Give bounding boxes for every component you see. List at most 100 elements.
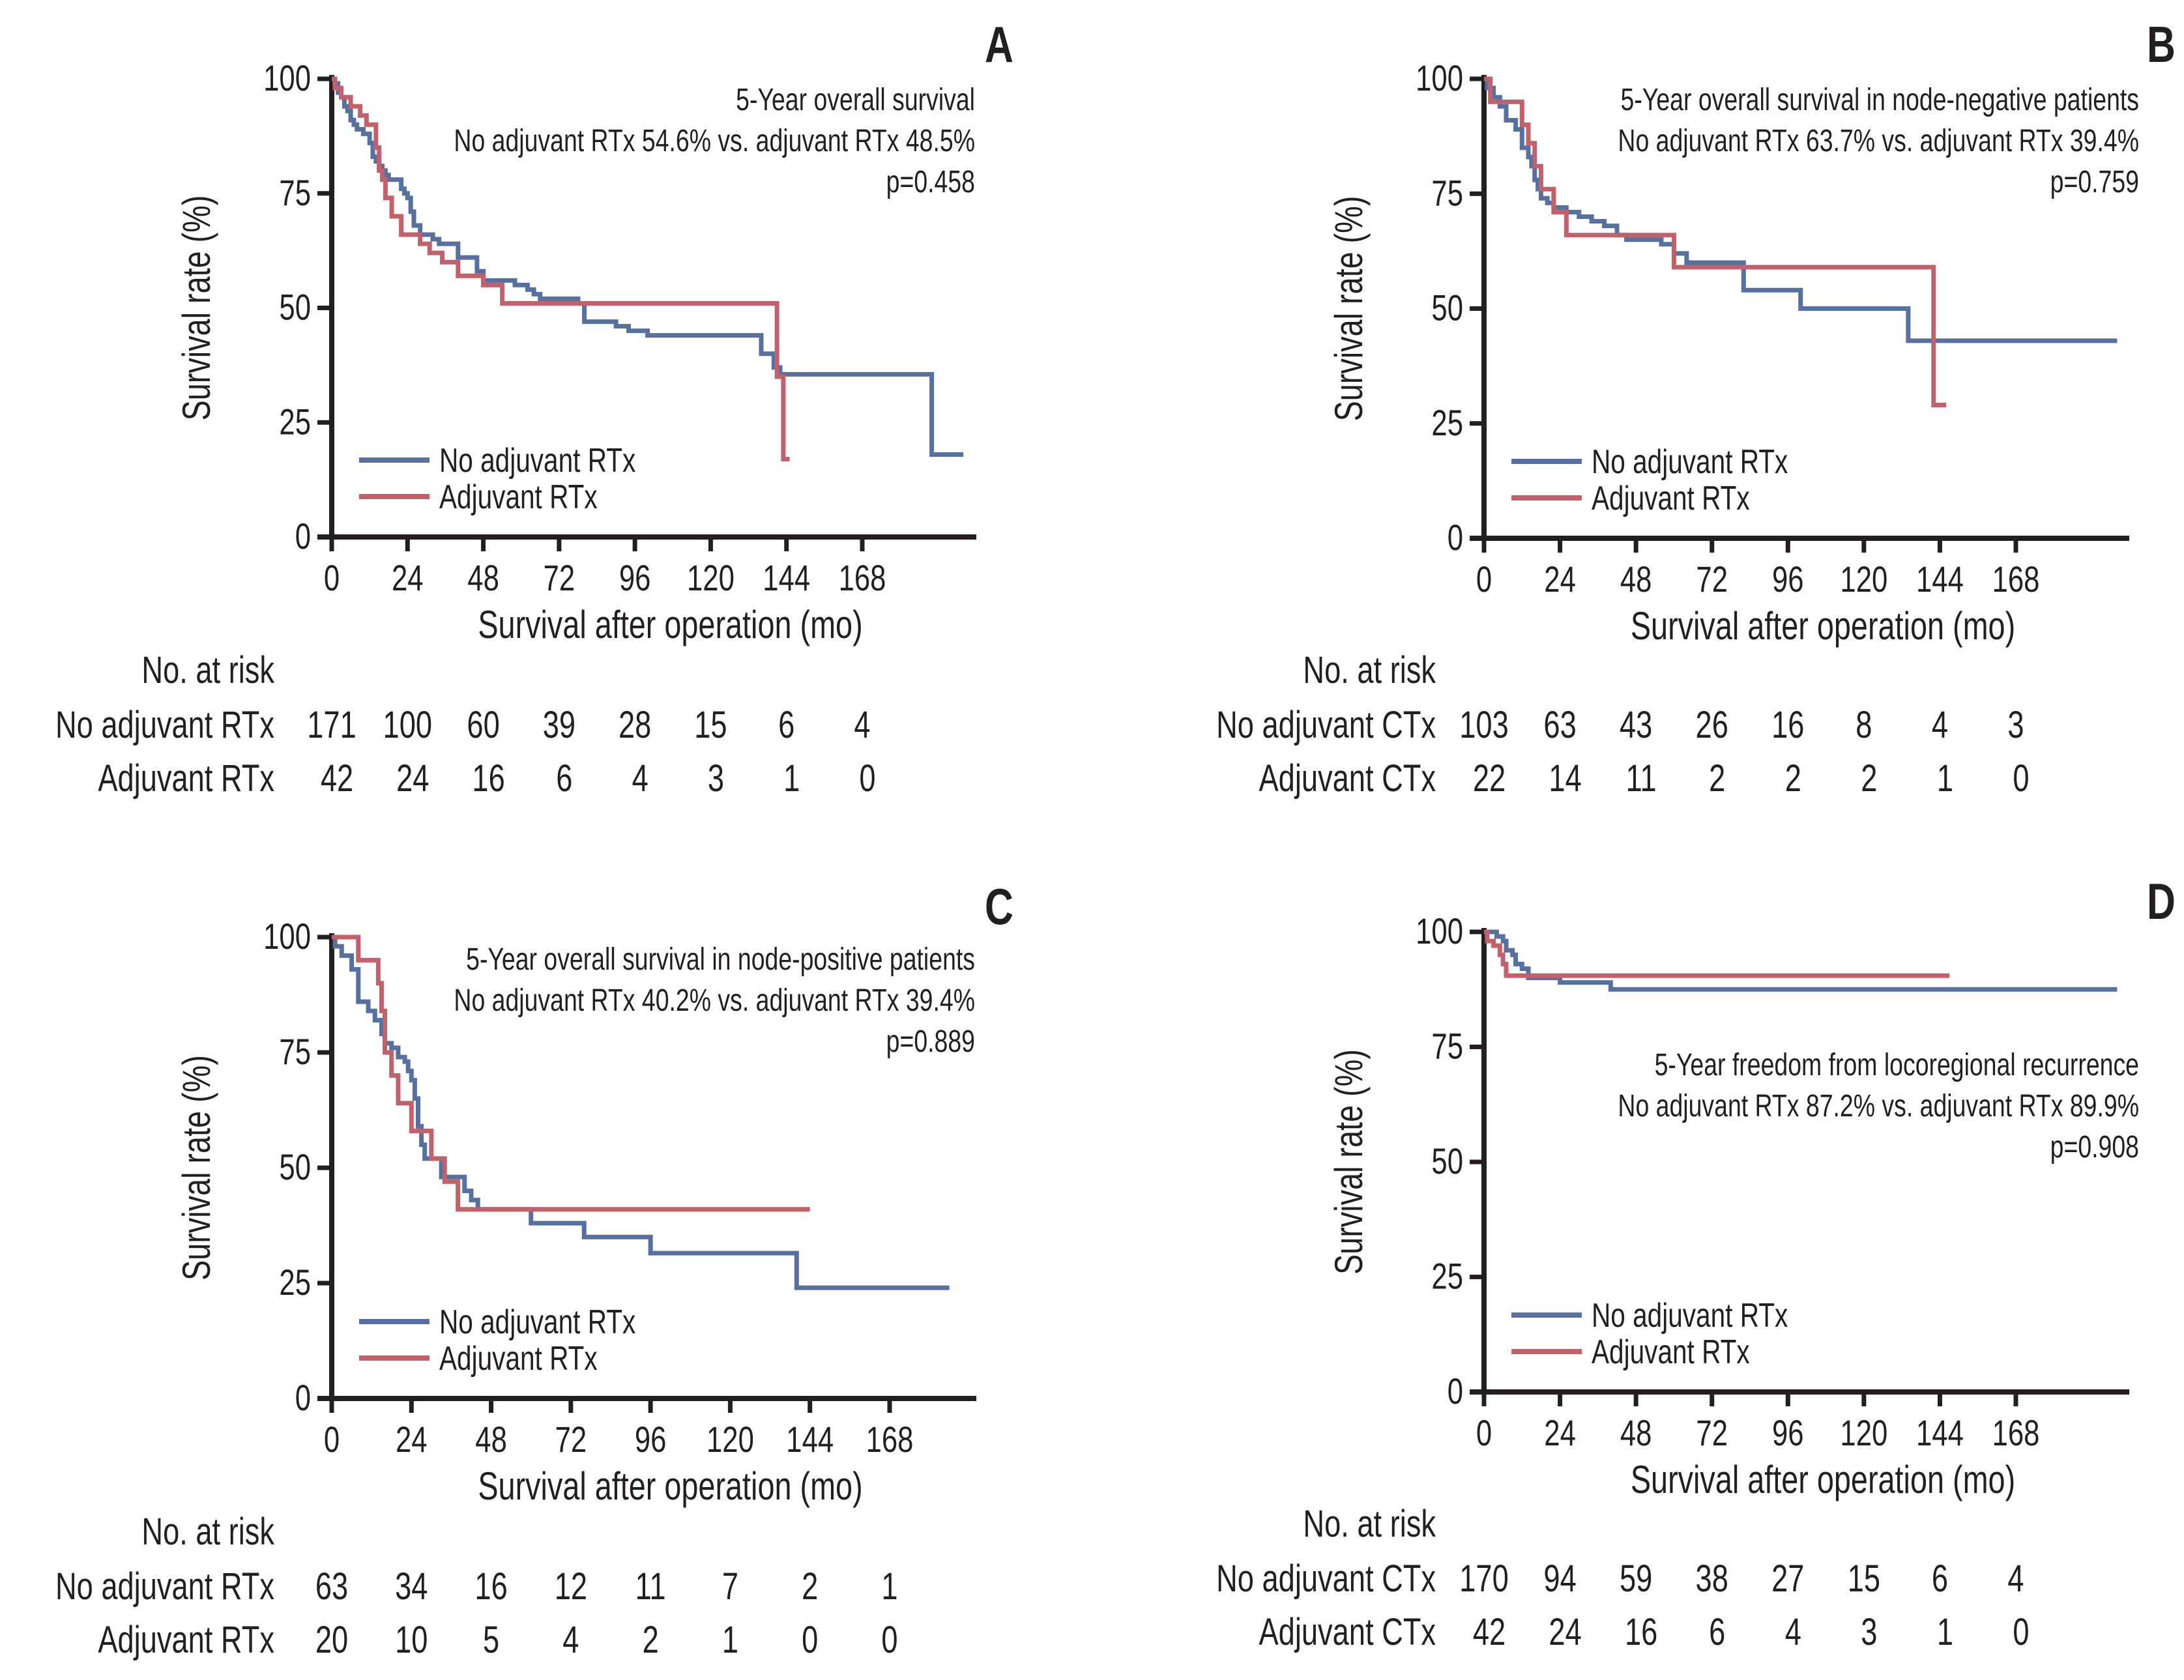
y-tick-label: 25 bbox=[1431, 1256, 1463, 1296]
risk-table-row-label-wrap: No adjuvant CTx bbox=[1216, 704, 1436, 747]
legend-label-wrap: No adjuvant RTx bbox=[439, 441, 635, 479]
risk-table-cell: 4 bbox=[632, 758, 648, 800]
y-tick-label: 0 bbox=[1448, 517, 1463, 558]
annotation-line: No adjuvant RTx 87.2% vs. adjuvant RTx 8… bbox=[1618, 1089, 2139, 1124]
x-tick-label-wrap: 168 bbox=[839, 558, 886, 598]
risk-table-cell: 6 bbox=[778, 704, 794, 747]
annotation-line: No adjuvant RTx 40.2% vs. adjuvant RTx 3… bbox=[454, 983, 975, 1019]
x-tick-label: 144 bbox=[763, 558, 810, 598]
risk-table-cell-wrap: 15 bbox=[694, 704, 727, 747]
x-tick-label: 144 bbox=[1916, 559, 1964, 600]
legend-label: No adjuvant RTx bbox=[1592, 1296, 1788, 1334]
risk-table-cell-wrap: 16 bbox=[472, 758, 504, 800]
risk-table-cell: 4 bbox=[562, 1619, 579, 1662]
risk-table-cell: 6 bbox=[556, 758, 572, 800]
risk-table-cell-wrap: 3 bbox=[708, 758, 724, 800]
y-tick-label: 50 bbox=[279, 1147, 311, 1187]
x-tick-label: 0 bbox=[1476, 559, 1492, 600]
x-tick-label: 120 bbox=[1840, 1413, 1887, 1453]
risk-table-cell: 12 bbox=[555, 1566, 587, 1608]
annotation-line: 5-Year overall survival in node-positive… bbox=[466, 942, 975, 978]
risk-table-cell-wrap: 6 bbox=[556, 758, 572, 800]
risk-table-cell: 103 bbox=[1459, 704, 1508, 747]
risk-table-row-label: Adjuvant RTx bbox=[98, 1619, 274, 1662]
risk-table-cell-wrap: 27 bbox=[1771, 1558, 1804, 1600]
legend-label: Adjuvant RTx bbox=[1592, 479, 1750, 517]
risk-table-cell-wrap: 60 bbox=[467, 704, 499, 747]
x-tick-label-wrap: 24 bbox=[1544, 559, 1576, 600]
y-tick-label-wrap: 100 bbox=[1416, 58, 1463, 98]
risk-table-cell-wrap: 6 bbox=[1932, 1558, 1948, 1600]
risk-table-cell: 7 bbox=[722, 1566, 738, 1608]
risk-table-cell-wrap: 170 bbox=[1459, 1558, 1508, 1600]
series-no-adjuvant-curve bbox=[1484, 76, 2118, 343]
risk-table-row-label-wrap: Adjuvant RTx bbox=[98, 1619, 274, 1662]
x-tick-label-wrap: 72 bbox=[1696, 1413, 1728, 1453]
annotation-line: 5-Year overall survival in node-negative… bbox=[1621, 83, 2139, 118]
annotation-line-wrap: p=0.889 bbox=[886, 1024, 975, 1060]
risk-table-cell-wrap: 63 bbox=[315, 1566, 348, 1608]
y-axis-label-wrap: Survival rate (%) bbox=[175, 196, 218, 421]
x-tick-label-wrap: 48 bbox=[1620, 1413, 1652, 1453]
risk-table-cell: 63 bbox=[1543, 704, 1576, 747]
risk-table-cell: 1 bbox=[1937, 758, 1953, 800]
risk-table-cell: 5 bbox=[483, 1619, 499, 1662]
risk-table-cell: 94 bbox=[1543, 1558, 1576, 1600]
x-tick-label-wrap: 120 bbox=[1840, 559, 1887, 600]
y-tick-label-wrap: 25 bbox=[1431, 1256, 1463, 1296]
x-axis-label-wrap: Survival after operation (mo) bbox=[478, 603, 862, 646]
y-tick-label: 50 bbox=[1431, 1141, 1463, 1181]
risk-table-row-label-wrap: Adjuvant RTx bbox=[98, 758, 274, 800]
risk-table-cell-wrap: 16 bbox=[1625, 1612, 1657, 1654]
y-tick-label-wrap: 25 bbox=[1431, 403, 1463, 443]
x-tick-label-wrap: 48 bbox=[475, 1419, 507, 1460]
y-tick-label-wrap: 75 bbox=[1431, 1026, 1463, 1066]
risk-table-cell-wrap: 34 bbox=[395, 1566, 428, 1608]
risk-table-cell-wrap: 4 bbox=[1932, 704, 1948, 747]
risk-table-cell: 3 bbox=[1861, 1612, 1877, 1654]
risk-table-cell-wrap: 2 bbox=[643, 1619, 659, 1662]
x-tick-label: 96 bbox=[619, 558, 651, 598]
risk-table-cell-wrap: 0 bbox=[2013, 758, 2029, 800]
risk-table-cell-wrap: 1 bbox=[1937, 1612, 1953, 1654]
y-tick-label: 100 bbox=[263, 58, 311, 98]
legend-label: No adjuvant RTx bbox=[1592, 442, 1788, 480]
x-tick-label: 120 bbox=[687, 558, 735, 598]
risk-table-cell: 16 bbox=[1771, 704, 1804, 747]
y-tick-label-wrap: 100 bbox=[263, 58, 311, 98]
risk-table-cell: 27 bbox=[1771, 1558, 1804, 1600]
risk-table-cell: 3 bbox=[2007, 704, 2024, 747]
risk-table-row-label: No adjuvant RTx bbox=[55, 1566, 274, 1608]
y-tick-label: 25 bbox=[279, 401, 311, 442]
annotation-line-wrap: 5-Year overall survival in node-positive… bbox=[466, 942, 975, 978]
risk-table-cell: 6 bbox=[1932, 1558, 1948, 1600]
y-tick-label-wrap: 25 bbox=[279, 401, 311, 442]
x-tick-label: 48 bbox=[1620, 559, 1652, 600]
panel-letter: A bbox=[985, 16, 1013, 73]
risk-table-cell: 20 bbox=[315, 1619, 348, 1662]
risk-table-cell: 0 bbox=[802, 1619, 818, 1662]
y-tick-label: 25 bbox=[1431, 403, 1463, 443]
series-adjuvant-curve bbox=[1484, 76, 1947, 408]
y-axis-label: Survival rate (%) bbox=[175, 1055, 218, 1281]
x-tick-label: 48 bbox=[475, 1419, 507, 1460]
y-axis-label-wrap: Survival rate (%) bbox=[1327, 196, 1371, 422]
risk-table-cell-wrap: 171 bbox=[307, 704, 356, 747]
annotation-line-wrap: No adjuvant RTx 63.7% vs. adjuvant RTx 3… bbox=[1618, 124, 2139, 159]
y-tick-label: 50 bbox=[1431, 287, 1463, 328]
x-tick-label: 120 bbox=[706, 1419, 754, 1460]
risk-table-cell-wrap: 12 bbox=[555, 1566, 587, 1608]
risk-table-cell-wrap: 10 bbox=[395, 1619, 428, 1662]
x-tick-label: 72 bbox=[555, 1419, 587, 1460]
x-tick-label-wrap: 0 bbox=[1476, 1413, 1492, 1453]
annotation-line: p=0.759 bbox=[2050, 165, 2139, 200]
x-axis-label: Survival after operation (mo) bbox=[1631, 1458, 2015, 1501]
x-tick-label-wrap: 144 bbox=[786, 1419, 834, 1460]
risk-table-header-wrap: No. at risk bbox=[1303, 650, 1436, 692]
x-tick-label: 48 bbox=[1620, 1413, 1652, 1453]
annotation-line-wrap: p=0.908 bbox=[2050, 1130, 2139, 1165]
risk-table-cell-wrap: 103 bbox=[1459, 704, 1508, 747]
y-axis-label: Survival rate (%) bbox=[1327, 196, 1371, 422]
